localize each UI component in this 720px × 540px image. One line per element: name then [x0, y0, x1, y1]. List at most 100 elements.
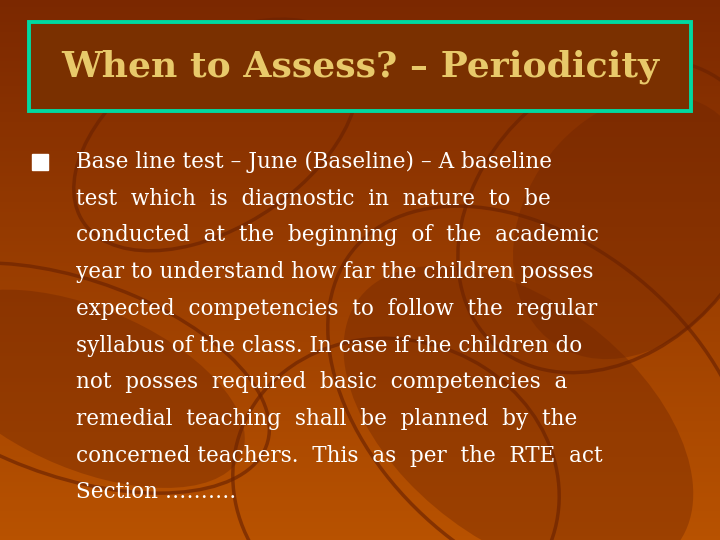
- Bar: [0, 432, 720, 436]
- Bar: [0, 511, 720, 515]
- Bar: [0, 436, 720, 439]
- Bar: [0, 0, 720, 4]
- Bar: [0, 497, 720, 501]
- Bar: [0, 191, 720, 194]
- Bar: [32, 154, 48, 170]
- Bar: [0, 522, 720, 525]
- Bar: [0, 18, 720, 22]
- Bar: [0, 65, 720, 69]
- Bar: [0, 32, 720, 36]
- Bar: [0, 227, 720, 231]
- Bar: [0, 194, 720, 198]
- Bar: [0, 180, 720, 184]
- Bar: [0, 11, 720, 15]
- Bar: [0, 529, 720, 533]
- Bar: [0, 158, 720, 162]
- Bar: [0, 353, 720, 356]
- Bar: [0, 331, 720, 335]
- Text: Section ……….: Section ……….: [76, 482, 235, 503]
- Bar: [0, 205, 720, 209]
- Text: concerned teachers.  This  as  per  the  RTE  act: concerned teachers. This as per the RTE …: [76, 445, 602, 467]
- Bar: [0, 162, 720, 166]
- Bar: [0, 69, 720, 72]
- Bar: [0, 328, 720, 331]
- Bar: [0, 238, 720, 241]
- Bar: [0, 97, 720, 101]
- Bar: [0, 151, 720, 155]
- Text: remedial  teaching  shall  be  planned  by  the: remedial teaching shall be planned by th…: [76, 408, 577, 430]
- Bar: [0, 50, 720, 54]
- Bar: [0, 339, 720, 342]
- Bar: [0, 216, 720, 220]
- Bar: [0, 104, 720, 108]
- Bar: [0, 306, 720, 309]
- Bar: [0, 346, 720, 349]
- Bar: [0, 43, 720, 47]
- Bar: [0, 29, 720, 32]
- Ellipse shape: [513, 94, 720, 359]
- Bar: [0, 317, 720, 320]
- Text: not  posses  required  basic  competencies  a: not posses required basic competencies a: [76, 372, 567, 393]
- Bar: [0, 147, 720, 151]
- Bar: [0, 25, 720, 29]
- Bar: [0, 144, 720, 147]
- Bar: [0, 342, 720, 346]
- Bar: [0, 363, 720, 367]
- Bar: [0, 349, 720, 353]
- Text: test  which  is  diagnostic  in  nature  to  be: test which is diagnostic in nature to be: [76, 188, 550, 210]
- Bar: [0, 468, 720, 471]
- Bar: [0, 277, 720, 281]
- Bar: [0, 245, 720, 248]
- Bar: [0, 22, 720, 25]
- Bar: [0, 493, 720, 497]
- Text: year to understand how far the children posses: year to understand how far the children …: [76, 261, 593, 283]
- Bar: [0, 385, 720, 389]
- Bar: [0, 255, 720, 259]
- Bar: [0, 137, 720, 140]
- Bar: [0, 313, 720, 317]
- Bar: [0, 396, 720, 400]
- Bar: [0, 61, 720, 65]
- Bar: [0, 248, 720, 252]
- Bar: [0, 166, 720, 169]
- Bar: [0, 320, 720, 324]
- Bar: [0, 36, 720, 39]
- Bar: [0, 536, 720, 540]
- Bar: [0, 86, 720, 90]
- Bar: [0, 187, 720, 191]
- Bar: [0, 501, 720, 504]
- Bar: [0, 140, 720, 144]
- Bar: [0, 288, 720, 292]
- Bar: [0, 177, 720, 180]
- Text: expected  competencies  to  follow  the  regular: expected competencies to follow the regu…: [76, 298, 597, 320]
- Bar: [0, 518, 720, 522]
- Bar: [0, 428, 720, 432]
- Bar: [0, 421, 720, 425]
- Bar: [0, 447, 720, 450]
- Bar: [0, 54, 720, 58]
- Bar: [0, 39, 720, 43]
- Bar: [0, 58, 720, 61]
- Bar: [0, 439, 720, 443]
- Bar: [0, 263, 720, 266]
- Bar: [0, 417, 720, 421]
- Bar: [0, 281, 720, 285]
- Bar: [0, 393, 720, 396]
- Bar: [0, 407, 720, 410]
- Bar: [0, 400, 720, 403]
- FancyBboxPatch shape: [29, 22, 691, 111]
- Bar: [0, 83, 720, 86]
- Bar: [0, 220, 720, 223]
- Bar: [0, 490, 720, 493]
- Bar: [0, 173, 720, 177]
- Bar: [0, 234, 720, 238]
- Bar: [0, 525, 720, 529]
- Bar: [0, 360, 720, 363]
- Bar: [0, 382, 720, 385]
- Bar: [0, 212, 720, 216]
- Text: Base line test – June (Baseline) – A baseline: Base line test – June (Baseline) – A bas…: [76, 151, 552, 173]
- Bar: [0, 378, 720, 382]
- Bar: [0, 292, 720, 295]
- Bar: [0, 533, 720, 536]
- Bar: [0, 302, 720, 306]
